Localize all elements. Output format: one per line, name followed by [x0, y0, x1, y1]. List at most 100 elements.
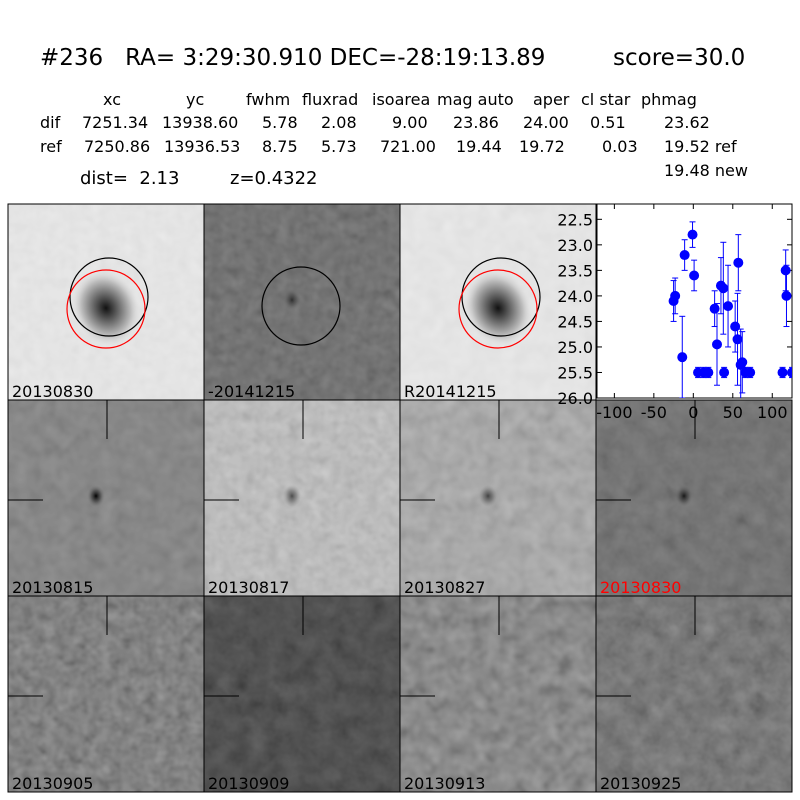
source	[675, 485, 693, 507]
x-tick-label: -100	[596, 403, 632, 422]
image-noise	[400, 400, 596, 596]
redshift: z=0.4322	[230, 168, 318, 189]
x-tick-label: 0	[688, 403, 698, 422]
point	[718, 283, 729, 294]
column-header: phmag	[641, 90, 697, 109]
aperture	[261, 266, 341, 346]
image-noise	[204, 400, 400, 596]
point	[730, 321, 741, 332]
source	[479, 485, 497, 507]
table-cell: 19.44	[456, 137, 502, 156]
point	[709, 303, 720, 314]
y-tick-label: 22.5	[557, 210, 593, 229]
table-cell: 19.72	[519, 137, 565, 156]
y-tick-label: 23.0	[557, 236, 593, 255]
point	[787, 367, 792, 378]
image-noise	[596, 596, 792, 792]
x-tick-label: 50	[723, 403, 743, 422]
point	[745, 367, 756, 378]
x-tick-label: -50	[641, 403, 667, 422]
table-cell: 8.75	[262, 137, 298, 156]
point	[733, 257, 744, 268]
image-label: 20130830	[12, 382, 93, 401]
image-label: 20130830	[600, 578, 681, 597]
table-cell: 13938.60	[162, 113, 238, 132]
image-label: 20130925	[600, 774, 681, 793]
image-label: 20130909	[208, 774, 289, 793]
table-cell: 24.00	[523, 113, 569, 132]
column-header: cl star	[581, 90, 631, 109]
aperture	[69, 257, 149, 337]
galaxy	[70, 269, 142, 347]
table-cell: 2.08	[321, 113, 357, 132]
point	[687, 229, 698, 240]
y-tick-label: 25.5	[557, 363, 593, 382]
column-header: xc	[103, 90, 121, 109]
point	[679, 250, 690, 261]
source	[283, 289, 301, 311]
table-cell: 9.00	[392, 113, 428, 132]
column-header: mag auto	[437, 90, 514, 109]
point	[670, 290, 681, 301]
table-cell: 7251.34	[82, 113, 148, 132]
point	[712, 339, 722, 350]
image-label: R20141215	[404, 382, 497, 401]
point	[781, 290, 792, 301]
table-cell: 721.00	[380, 137, 436, 156]
table-cell: 0.03	[602, 137, 638, 156]
dist: dist= 2.13	[80, 168, 179, 189]
column-header: isoarea	[372, 90, 430, 109]
aperture	[461, 257, 541, 337]
y-tick-label: 26.0	[557, 389, 593, 408]
point	[737, 357, 748, 368]
image-noise	[596, 400, 792, 596]
point	[780, 265, 791, 276]
image-label: 20130905	[12, 774, 93, 793]
image-label: 20130817	[208, 578, 289, 597]
points	[668, 221, 792, 398]
galaxy	[462, 269, 534, 347]
column-header: fluxrad	[302, 90, 358, 109]
aperture-ref	[66, 269, 146, 349]
image-label: 20130815	[12, 578, 93, 597]
x-tick-label: 100	[757, 403, 788, 422]
y-tick-label: 23.5	[557, 261, 593, 280]
point	[777, 367, 788, 378]
image-noise	[8, 400, 204, 596]
point	[689, 270, 700, 281]
y-tick-label: 25.0	[557, 338, 593, 357]
row-label: ref	[40, 137, 62, 156]
point	[719, 367, 730, 378]
column-header: aper	[533, 90, 570, 109]
source	[283, 485, 301, 507]
table-cell: 13936.53	[164, 137, 240, 156]
image-noise	[400, 596, 596, 792]
image-label: 20130827	[404, 578, 485, 597]
column-header: fwhm	[246, 90, 290, 109]
aperture-ref	[458, 269, 538, 349]
image-noise	[204, 596, 400, 792]
table-cell: 5.73	[321, 137, 357, 156]
title: #236 RA= 3:29:30.910 DEC=-28:19:13.89	[40, 45, 545, 71]
table-cell: 19.52 ref	[664, 137, 737, 156]
new-mag: 19.48 new	[664, 161, 748, 180]
point	[723, 301, 734, 312]
image-noise	[204, 204, 400, 400]
image-noise	[8, 596, 204, 792]
table-cell: 7250.86	[84, 137, 150, 156]
point	[677, 352, 688, 363]
table-cell: 23.86	[453, 113, 499, 132]
image-label: -20141215	[208, 382, 295, 401]
y-tick-label: 24.0	[557, 287, 593, 306]
row-label: dif	[40, 113, 61, 132]
y-tick-label: 24.5	[557, 312, 593, 331]
table-cell: 23.62	[664, 113, 710, 132]
image-label: 20130913	[404, 774, 485, 793]
source	[87, 485, 105, 507]
score: score=30.0	[613, 45, 745, 71]
table-cell: 0.51	[590, 113, 626, 132]
table-cell: 5.78	[262, 113, 298, 132]
image-frame	[595, 595, 793, 793]
point	[703, 367, 714, 378]
